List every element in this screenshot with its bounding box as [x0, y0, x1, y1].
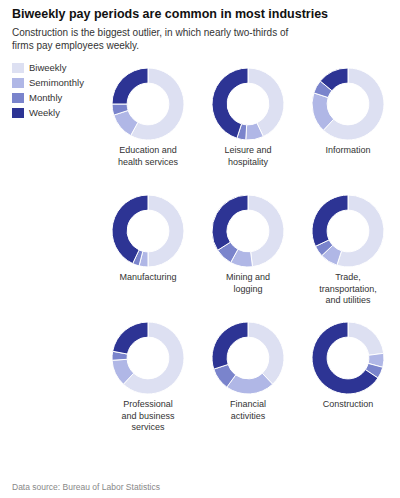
donut	[112, 195, 184, 267]
slice	[112, 195, 148, 264]
text-line: Trade,	[335, 272, 361, 282]
slice	[112, 68, 148, 104]
slice	[112, 104, 128, 115]
legend-item: Biweekly	[12, 62, 67, 73]
text-line: Leisure and	[224, 145, 271, 155]
legend-label: Monthly	[29, 92, 63, 103]
slice	[212, 68, 248, 138]
text-line: Financial	[230, 399, 266, 409]
text-line: Professional	[123, 399, 173, 409]
text-line: logging	[233, 284, 262, 294]
legend-label: Biweekly	[29, 62, 67, 73]
text-line: hospitality	[228, 157, 269, 167]
slice	[112, 359, 134, 384]
donut	[312, 68, 384, 140]
slice	[312, 195, 348, 246]
donut-label: Information	[325, 145, 370, 155]
slice	[148, 195, 184, 267]
legend-item: Semimonthly	[12, 77, 84, 88]
subtitle: Construction is the biggest outlier, in …	[12, 27, 288, 51]
slice	[248, 195, 284, 267]
legend-item: Weekly	[12, 107, 60, 118]
text-line: Manufacturing	[119, 272, 176, 282]
donut	[312, 322, 384, 394]
footer: Data source: Bureau of Labor Statistics	[12, 482, 160, 492]
legend-label: Semimonthly	[29, 77, 84, 88]
donut	[112, 322, 184, 394]
legend-item: Monthly	[12, 92, 63, 103]
donut-label: Trade, transportation,and utilities	[319, 272, 377, 305]
donut-label: Financial activities	[230, 399, 266, 421]
slice	[246, 123, 264, 140]
donut-label: Manufacturing	[119, 272, 176, 282]
slice	[312, 322, 378, 394]
title: Biweekly pay periods are common in most …	[12, 7, 328, 21]
text-line: Mining and	[226, 272, 270, 282]
legend-label: Weekly	[29, 107, 60, 118]
slice	[320, 68, 348, 91]
text-line: health services	[118, 157, 179, 167]
chart: Biweekly pay periods are common in most …	[0, 0, 400, 498]
donut-label: Leisure and hospitality	[224, 145, 271, 167]
donut	[212, 195, 284, 267]
text-line: and business	[121, 411, 175, 421]
donut	[312, 195, 384, 267]
legend: Biweekly Semimonthly Monthly Weekly	[12, 62, 84, 118]
legend-swatch	[12, 108, 24, 118]
slice	[348, 322, 384, 355]
text-line: transportation,	[319, 284, 377, 294]
donut-label: Education and health services	[118, 145, 179, 167]
text-line: Construction	[323, 399, 374, 409]
text-line: Information	[325, 145, 370, 155]
text-line: services	[131, 422, 165, 432]
donut	[112, 68, 184, 140]
donut-label: Professional and businessservices	[121, 399, 175, 432]
donut-label: Mining and logging	[226, 272, 270, 294]
text-line: firms pay employees weekly.	[12, 40, 139, 51]
text-line: activities	[231, 411, 266, 421]
slice	[248, 322, 284, 384]
slice	[113, 322, 148, 354]
donut-label: Construction	[323, 399, 374, 409]
slice	[312, 93, 334, 130]
text-line: Education and	[119, 145, 177, 155]
legend-swatch	[12, 93, 24, 103]
text-line: Construction is the biggest outlier, in …	[12, 27, 288, 38]
slice	[212, 322, 248, 369]
legend-swatch	[12, 63, 24, 73]
donut	[212, 68, 284, 140]
slice	[212, 195, 248, 250]
text-line: and utilities	[325, 295, 371, 305]
legend-swatch	[12, 78, 24, 88]
donut	[212, 322, 284, 394]
